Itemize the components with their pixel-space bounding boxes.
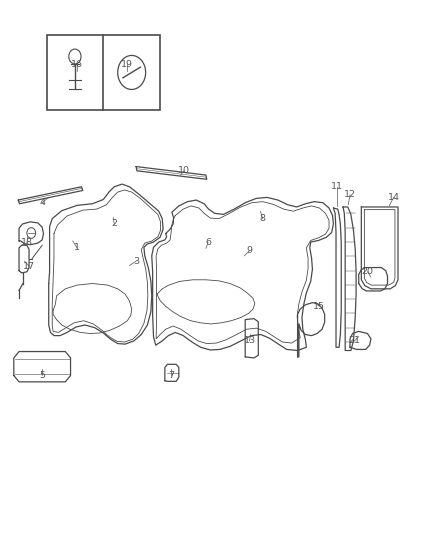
Text: 8: 8 bbox=[260, 214, 266, 223]
Text: 3: 3 bbox=[133, 257, 139, 265]
Text: 12: 12 bbox=[344, 190, 356, 199]
Text: 10: 10 bbox=[178, 166, 190, 175]
Bar bbox=[46, 35, 160, 110]
Text: 9: 9 bbox=[247, 246, 253, 255]
Text: 16: 16 bbox=[71, 60, 83, 69]
Text: 6: 6 bbox=[205, 238, 211, 247]
Text: 11: 11 bbox=[331, 182, 343, 191]
Text: 15: 15 bbox=[314, 302, 325, 311]
Text: 20: 20 bbox=[361, 268, 374, 276]
Text: 19: 19 bbox=[121, 60, 133, 69]
Text: 1: 1 bbox=[74, 244, 80, 253]
Text: 7: 7 bbox=[168, 371, 174, 380]
Text: 4: 4 bbox=[39, 198, 45, 207]
Text: 2: 2 bbox=[111, 220, 117, 229]
Text: 17: 17 bbox=[23, 262, 35, 271]
Text: 18: 18 bbox=[21, 238, 33, 247]
Text: 14: 14 bbox=[388, 193, 399, 202]
Text: 21: 21 bbox=[348, 336, 360, 345]
Text: 13: 13 bbox=[244, 336, 256, 345]
Text: 5: 5 bbox=[39, 371, 45, 380]
